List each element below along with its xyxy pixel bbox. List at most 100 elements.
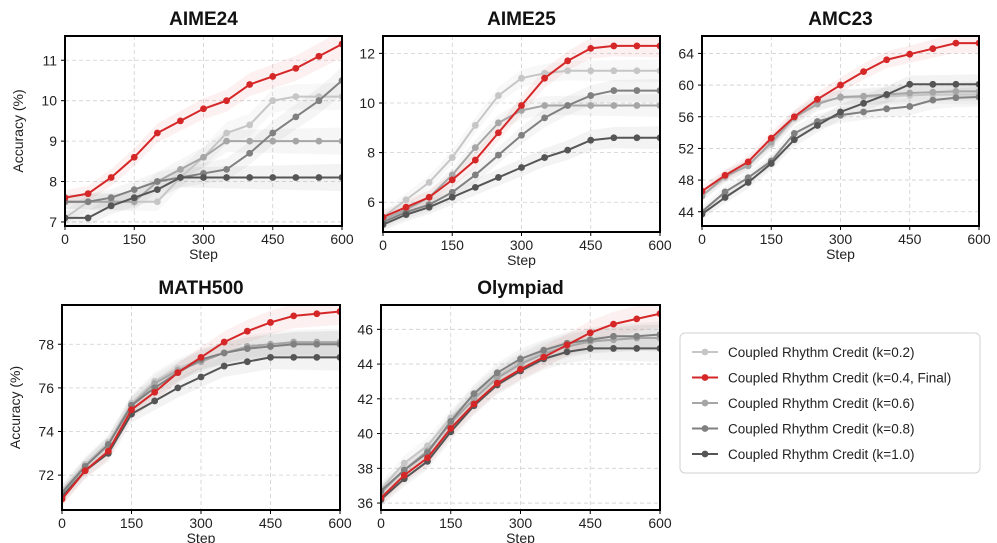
data-point [246, 81, 254, 88]
x-axis-label: Step [826, 246, 855, 262]
data-point [541, 74, 548, 82]
data-point [220, 338, 228, 346]
data-point [81, 467, 89, 475]
data-point [929, 96, 937, 104]
data-point [292, 174, 300, 181]
data-point [402, 203, 410, 211]
y-tick-label: 78 [38, 336, 54, 352]
data-point [448, 193, 456, 201]
legend-marker [701, 450, 709, 458]
data-point [860, 108, 867, 116]
data-point [906, 50, 914, 58]
y-tick-label: 76 [38, 380, 54, 396]
data-point [563, 348, 571, 356]
y-tick-label: 40 [357, 426, 373, 442]
data-point [493, 374, 501, 382]
legend-marker [701, 374, 709, 381]
confidence-band [383, 126, 660, 231]
data-point [425, 178, 433, 186]
chart-title: AIME25 [487, 9, 556, 30]
data-point [471, 156, 479, 164]
y-tick-label: 44 [678, 204, 694, 220]
data-point [952, 80, 960, 88]
chart-title: Olympiad [477, 278, 564, 299]
x-tick-label: 300 [192, 231, 216, 247]
data-point [633, 345, 641, 352]
y-tick-label: 10 [359, 95, 375, 111]
data-point [246, 174, 254, 181]
legend-label: Coupled Rhythm Credit (k=0.4, Final) [728, 371, 951, 386]
data-point [246, 121, 254, 129]
x-tick-label: 0 [698, 231, 706, 247]
data-point [906, 80, 914, 88]
data-point [837, 93, 844, 101]
data-point [223, 97, 230, 105]
legend-label: Coupled Rhythm Credit (k=0.6) [728, 396, 914, 411]
legend-label: Coupled Rhythm Credit (k=0.8) [728, 422, 914, 437]
data-point [929, 88, 937, 96]
legend-label: Coupled Rhythm Credit (k=1.0) [728, 447, 914, 462]
data-point [447, 417, 455, 425]
y-tick-label: 56 [678, 109, 694, 125]
data-point [400, 471, 408, 479]
data-point [447, 424, 455, 432]
data-point [883, 105, 891, 113]
legend-label: Coupled Rhythm Credit (k=0.2) [728, 345, 914, 360]
data-point [313, 310, 321, 318]
data-point [633, 332, 641, 340]
data-point [610, 102, 618, 109]
x-tick-label: 600 [648, 237, 672, 253]
data-point [243, 358, 251, 366]
data-point [883, 56, 891, 64]
y-tick-label: 44 [357, 356, 373, 372]
legend-marker [701, 348, 709, 356]
y-tick-label: 8 [49, 174, 57, 190]
data-point [400, 459, 408, 467]
data-point [744, 174, 752, 182]
data-point [517, 365, 524, 373]
confidence-band [702, 84, 979, 202]
data-point [633, 134, 641, 142]
y-tick-label: 38 [357, 460, 373, 476]
data-point [767, 160, 775, 167]
data-point [130, 153, 138, 161]
data-point [223, 166, 230, 173]
data-point [495, 119, 502, 127]
x-tick-label: 450 [579, 515, 603, 531]
data-point [267, 353, 274, 361]
data-point [471, 144, 479, 152]
data-point [587, 45, 595, 52]
data-point [400, 466, 408, 474]
x-tick-label: 600 [328, 515, 352, 531]
data-point [883, 91, 891, 98]
data-point [315, 52, 323, 60]
y-tick-label: 64 [678, 45, 694, 61]
data-point [610, 42, 618, 50]
data-point [448, 188, 456, 196]
data-point [767, 134, 775, 142]
data-point [267, 319, 274, 326]
y-tick-label: 8 [367, 145, 375, 161]
x-tick-label: 0 [61, 231, 69, 247]
y-tick-label: 10 [41, 93, 57, 109]
data-point [269, 97, 277, 105]
data-point [269, 73, 277, 80]
data-point [104, 447, 112, 455]
x-tick-label: 150 [441, 237, 465, 253]
data-point [721, 188, 729, 196]
data-point [315, 97, 323, 105]
data-point [541, 102, 548, 109]
data-point [425, 203, 433, 211]
y-tick-label: 46 [357, 321, 373, 337]
x-tick-label: 450 [898, 231, 922, 247]
data-point [197, 373, 205, 381]
data-point [290, 312, 298, 320]
data-point [929, 45, 937, 53]
x-tick-label: 300 [829, 231, 853, 247]
data-point [518, 74, 525, 82]
data-point [223, 129, 230, 137]
data-point [313, 340, 321, 348]
data-point [471, 171, 479, 179]
x-axis-label: Step [506, 530, 535, 543]
